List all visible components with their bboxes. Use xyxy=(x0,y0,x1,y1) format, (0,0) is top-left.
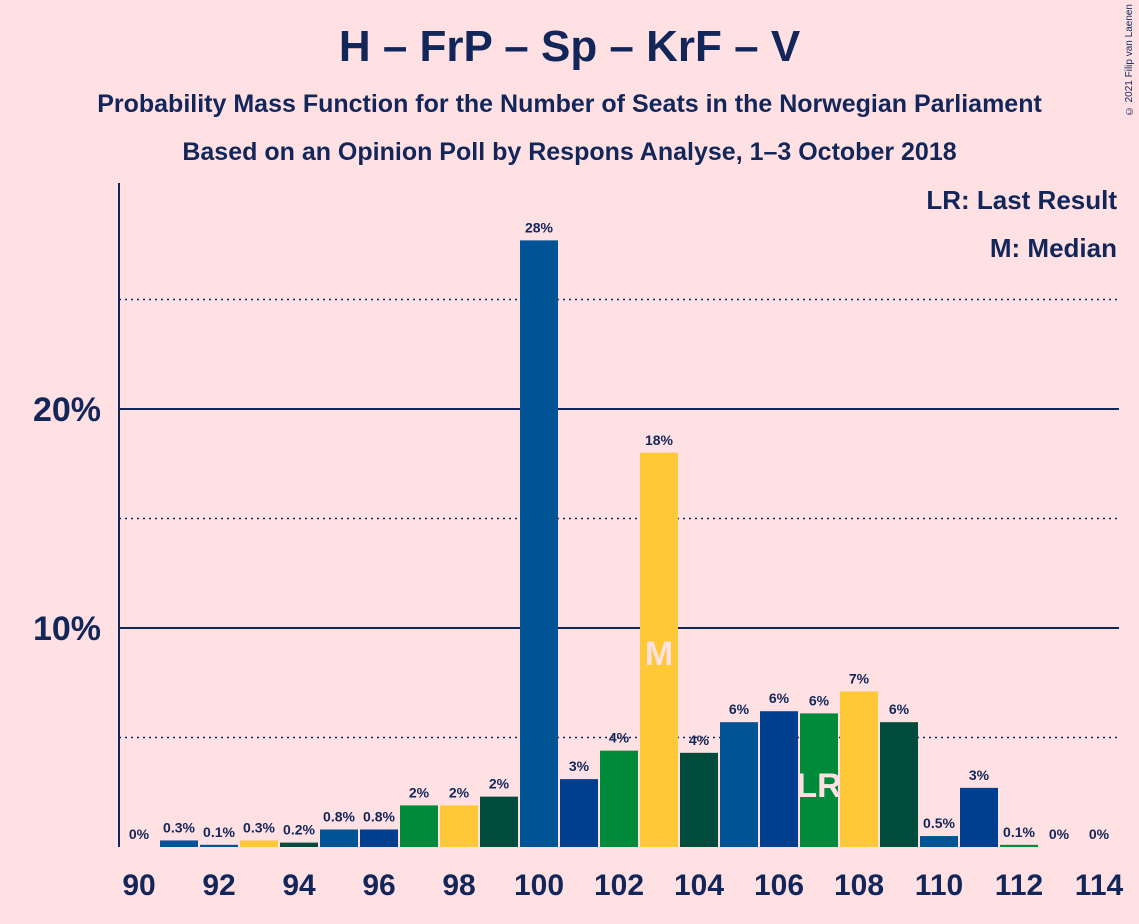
x-tick-label: 110 xyxy=(915,869,963,902)
bar xyxy=(320,829,358,847)
bar-value-label: 2% xyxy=(449,784,470,800)
bar-value-label: 18% xyxy=(645,432,674,448)
bar-value-label: 0.1% xyxy=(203,824,235,840)
bar-value-label: 0.8% xyxy=(363,808,395,824)
x-tick-label: 112 xyxy=(995,869,1043,902)
bar xyxy=(600,750,638,847)
bar xyxy=(560,779,598,847)
bar xyxy=(960,787,998,847)
bar-value-label: 6% xyxy=(729,701,750,717)
bar-value-label: 3% xyxy=(969,767,990,783)
x-tick-label: 114 xyxy=(1075,869,1124,902)
bar xyxy=(640,452,678,847)
legend-last-result: LR: Last Result xyxy=(926,185,1117,215)
bar xyxy=(360,829,398,847)
bar-value-label: 6% xyxy=(889,701,910,717)
bar xyxy=(280,842,318,847)
bar xyxy=(480,796,518,847)
x-tick-label: 92 xyxy=(202,869,235,902)
x-tick-label: 98 xyxy=(442,869,475,902)
x-tick-label: 102 xyxy=(594,869,644,902)
bar-value-label: 4% xyxy=(609,730,630,746)
bar xyxy=(520,240,558,847)
bar-value-label: 2% xyxy=(489,776,510,792)
chart-subtitle: Probability Mass Function for the Number… xyxy=(97,90,1042,118)
bar xyxy=(440,805,478,847)
x-tick-label: 100 xyxy=(514,869,564,902)
bar xyxy=(840,691,878,847)
x-tick-label: 96 xyxy=(362,869,395,902)
bar-value-label: 0.1% xyxy=(1003,824,1035,840)
bar xyxy=(880,722,918,847)
bar-value-label: 0.8% xyxy=(323,808,355,824)
bar xyxy=(800,713,838,847)
bar-value-label: 6% xyxy=(809,692,830,708)
bar xyxy=(920,836,958,847)
bar-value-label: 0.3% xyxy=(163,819,195,835)
bar xyxy=(1000,844,1038,847)
bar-value-label: 3% xyxy=(569,758,590,774)
bar-value-label: 0.5% xyxy=(923,815,955,831)
bar xyxy=(680,752,718,847)
bar xyxy=(160,840,198,847)
bar-value-label: 28% xyxy=(525,219,554,235)
chart-subtitle-2: Based on an Opinion Poll by Respons Anal… xyxy=(182,138,957,166)
bar-value-label: 6% xyxy=(769,690,790,706)
y-tick-label: 10% xyxy=(33,610,101,648)
bar xyxy=(720,722,758,847)
x-tick-label: 104 xyxy=(674,869,724,902)
legend-median: M: Median xyxy=(989,233,1117,263)
bar xyxy=(400,805,438,847)
bar-value-label: 0.3% xyxy=(243,819,275,835)
bar-value-label: 0.2% xyxy=(283,822,315,838)
bar xyxy=(760,711,798,847)
x-tick-label: 106 xyxy=(754,869,804,902)
bar-value-label: 2% xyxy=(409,784,430,800)
x-tick-label: 94 xyxy=(282,869,316,902)
y-tick-label: 20% xyxy=(33,391,101,429)
bar-value-label: 0% xyxy=(1089,826,1110,842)
bar xyxy=(240,840,278,847)
bar-value-label: 0% xyxy=(1049,826,1070,842)
bar-value-label: 4% xyxy=(689,732,710,748)
last-result-marker: LR xyxy=(796,767,841,805)
x-tick-label: 108 xyxy=(834,869,884,902)
bar xyxy=(200,844,238,847)
x-tick-label: 90 xyxy=(122,869,155,902)
median-marker: M xyxy=(645,635,673,673)
bar-value-label: 7% xyxy=(849,671,870,687)
bar-value-label: 0% xyxy=(129,826,150,842)
chart-title: H – FrP – Sp – KrF – V xyxy=(338,22,801,71)
